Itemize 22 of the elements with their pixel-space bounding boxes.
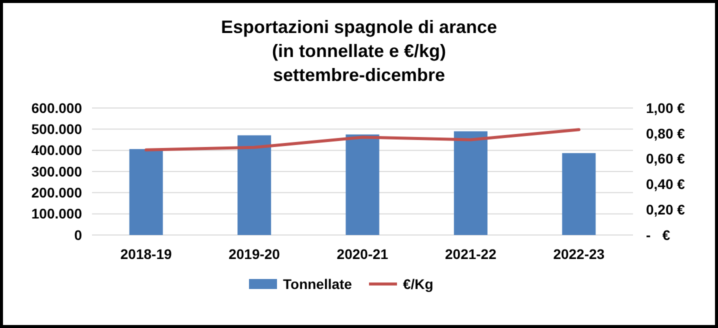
- y-tick-label: 300.000: [31, 163, 82, 180]
- y2-tick-label: 0,20 €: [646, 202, 686, 218]
- y2-tick-label: 0,60 €: [646, 150, 686, 167]
- y-tick-label: 200.000: [31, 184, 82, 201]
- y2-tick-label: 0,80 €: [646, 125, 686, 142]
- x-tick-label: 2019-20: [228, 246, 280, 262]
- y2-tick-label: 1,00 €: [646, 100, 686, 116]
- line-series: [144, 128, 580, 152]
- chart-title: Esportazioni spagnole di arance (in tonnellate e €/kg) settembre-dicembre: [220, 17, 498, 85]
- y-tick-label: 400.000: [31, 142, 82, 158]
- y-tick-label: 600.000: [31, 100, 82, 116]
- x-tick-label: 2021-22: [445, 246, 497, 262]
- y2-tick-label: - €: [646, 226, 670, 243]
- legend-label: Tonnellate: [283, 276, 352, 292]
- y-tick-label: 100.000: [31, 206, 82, 222]
- x-tick-label: 2022-23: [553, 246, 605, 262]
- x-tick-label: 2020-21: [336, 246, 388, 262]
- y-tick-label: 0: [74, 226, 82, 243]
- legend-label: €/Kg: [403, 276, 434, 292]
- y2-tick-label: 0,40 €: [646, 176, 686, 192]
- x-tick-label: 2018-19: [120, 246, 172, 262]
- y-tick-label: 500.000: [31, 121, 82, 138]
